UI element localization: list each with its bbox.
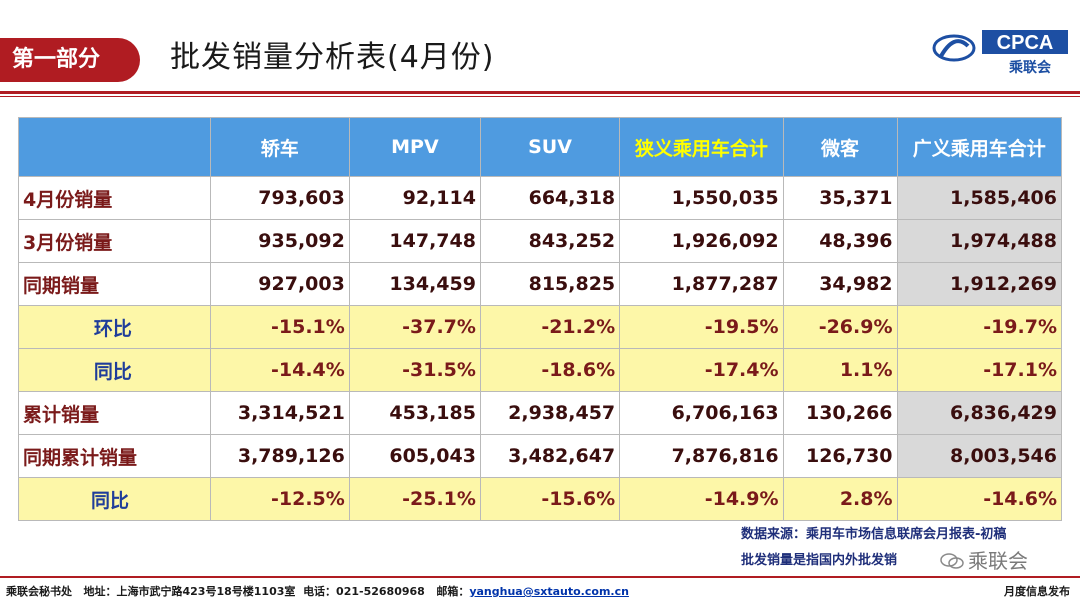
table-row: 同比 -12.5% -25.1% -15.6% -14.9% 2.8% -14.… [18,477,1063,521]
cpca-logo: CPCA 乘联会 [930,28,1070,76]
footer-phone: 电话：021-52680968 [303,585,425,598]
table-cell: 2.8% [782,477,898,521]
table-cell: 1,550,035 [619,176,784,220]
table-cell: 3,482,647 [479,434,621,478]
data-source-note: 数据来源：乘用车市场信息联席会月报表-初稿 [741,527,1007,542]
col-header-minivan: 微客 [782,117,898,177]
table-cell: 34,982 [782,262,898,306]
table-cell: 92,114 [348,176,481,220]
table-row: 同期累计销量 3,789,126 605,043 3,482,647 7,876… [18,434,1063,478]
row-label: 4月份销量 [18,176,211,220]
table-cell: 48,396 [782,219,898,263]
sales-table: 轿车 MPV SUV 狭义乘用车合计 微客 广义乘用车合计 4月份销量 793,… [18,117,1063,521]
header-rule [0,91,1080,94]
table-cell: 1,974,488 [896,219,1063,263]
table-cell: 1,926,092 [619,219,784,263]
table-cell: 935,092 [209,219,350,263]
col-header-mpv: MPV [348,117,481,177]
section-tag: 第一部分 [0,38,140,82]
table-cell: -19.5% [619,305,784,349]
table-cell: -26.9% [782,305,898,349]
table-cell: 815,825 [479,262,621,306]
row-label: 环比 [18,305,211,349]
table-corner-cell [18,117,211,177]
table-cell: -31.5% [348,348,481,392]
table-cell: 3,314,521 [209,391,350,435]
table-row: 同期销量 927,003 134,459 815,825 1,877,287 3… [18,262,1063,306]
table-cell: 927,003 [209,262,350,306]
logo-subtext: 乘联会 [1008,59,1052,74]
table-cell: 8,003,546 [896,434,1063,478]
footer-email-link[interactable]: yanghua@sxtauto.com.cn [469,585,629,598]
col-header-broad-total: 广义乘用车合计 [896,117,1063,177]
table-cell: 605,043 [348,434,481,478]
footer-email-label: 邮箱： [436,585,470,598]
table-cell: -25.1% [348,477,481,521]
row-label: 同比 [18,477,211,521]
table-cell: 3,789,126 [209,434,350,478]
table-cell: 7,876,816 [619,434,784,478]
table-cell: -15.1% [209,305,350,349]
footer-publish-note: 月度信息发布 [1004,585,1070,598]
table-cell: 134,459 [348,262,481,306]
footer: 乘联会秘书处 地址：上海市武宁路423号18号楼1103室 电话：021-526… [6,583,629,599]
table-cell: -17.4% [619,348,784,392]
table-cell: -14.4% [209,348,350,392]
cpca-logo-mark: CPCA 乘联会 [932,30,1068,76]
col-header-narrow-total: 狭义乘用车合计 [619,117,784,177]
row-label: 同期累计销量 [18,434,211,478]
table-cell: -14.9% [619,477,784,521]
wechat-icon [940,553,964,569]
table-cell: 664,318 [479,176,621,220]
table-cell: -15.6% [479,477,621,521]
table-cell: 147,748 [348,219,481,263]
table-cell: 35,371 [782,176,898,220]
table-row: 同比 -14.4% -31.5% -18.6% -17.4% 1.1% -17.… [18,348,1063,392]
table-cell: 453,185 [348,391,481,435]
table-cell: -12.5% [209,477,350,521]
table-cell: 6,836,429 [896,391,1063,435]
table-cell: 1,877,287 [619,262,784,306]
table-cell: 126,730 [782,434,898,478]
table-row: 3月份销量 935,092 147,748 843,252 1,926,092 … [18,219,1063,263]
col-header-suv: SUV [479,117,621,177]
table-cell: 1,585,406 [896,176,1063,220]
logo-text: CPCA [997,32,1054,54]
page-title: 批发销量分析表(4月份) [170,40,495,75]
row-label: 同期销量 [18,262,211,306]
row-label: 同比 [18,348,211,392]
table-cell: -21.2% [479,305,621,349]
row-label: 3月份销量 [18,219,211,263]
table-cell: 2,938,457 [479,391,621,435]
footer-org: 乘联会秘书处 [6,585,72,598]
table-row: 4月份销量 793,603 92,114 664,318 1,550,035 3… [18,176,1063,220]
table-cell: 843,252 [479,219,621,263]
table-cell: -14.6% [896,477,1063,521]
table-cell: 6,706,163 [619,391,784,435]
definition-note: 批发销量是指国内外批发销 [741,553,898,568]
col-header-sedan: 轿车 [209,117,350,177]
footer-rule [0,576,1080,578]
watermark: 乘联会 [940,545,1028,574]
table-row: 环比 -15.1% -37.7% -21.2% -19.5% -26.9% -1… [18,305,1063,349]
table-header-row: 轿车 MPV SUV 狭义乘用车合计 微客 广义乘用车合计 [18,117,1063,177]
header-rule-thin [0,96,1080,97]
row-label: 累计销量 [18,391,211,435]
table-cell: -19.7% [896,305,1063,349]
watermark-text: 乘联会 [968,549,1028,573]
footer-address: 地址：上海市武宁路423号18号楼1103室 [83,585,296,598]
table-cell: -37.7% [348,305,481,349]
table-cell: -18.6% [479,348,621,392]
table-cell: -17.1% [896,348,1063,392]
table-cell: 1,912,269 [896,262,1063,306]
table-cell: 130,266 [782,391,898,435]
table-cell: 793,603 [209,176,350,220]
table-cell: 1.1% [782,348,898,392]
table-row: 累计销量 3,314,521 453,185 2,938,457 6,706,1… [18,391,1063,435]
